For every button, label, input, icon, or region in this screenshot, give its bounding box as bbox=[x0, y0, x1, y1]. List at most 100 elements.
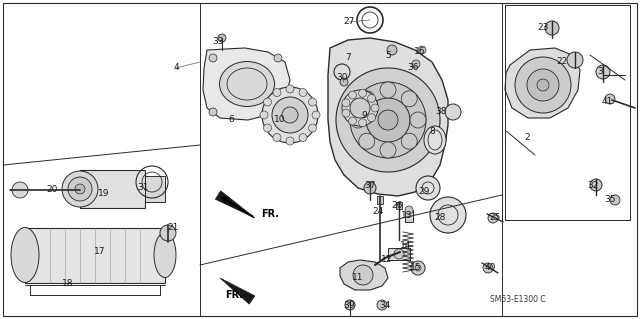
Circle shape bbox=[308, 124, 317, 132]
Polygon shape bbox=[203, 48, 290, 120]
Circle shape bbox=[209, 54, 217, 62]
Text: 14: 14 bbox=[400, 241, 412, 249]
Circle shape bbox=[418, 46, 426, 54]
Circle shape bbox=[273, 134, 281, 142]
Circle shape bbox=[416, 176, 440, 200]
Text: 22: 22 bbox=[556, 57, 568, 66]
Circle shape bbox=[367, 114, 376, 122]
Circle shape bbox=[377, 300, 387, 310]
Circle shape bbox=[299, 134, 307, 142]
Text: 6: 6 bbox=[228, 115, 234, 124]
Circle shape bbox=[366, 98, 410, 142]
Circle shape bbox=[299, 88, 307, 96]
Circle shape bbox=[282, 107, 298, 123]
Circle shape bbox=[68, 177, 92, 201]
Circle shape bbox=[430, 197, 466, 233]
Text: FR.: FR. bbox=[261, 209, 279, 219]
Circle shape bbox=[350, 82, 426, 158]
Polygon shape bbox=[220, 278, 255, 304]
Text: 10: 10 bbox=[275, 115, 285, 124]
Circle shape bbox=[567, 52, 583, 68]
Text: 17: 17 bbox=[94, 248, 106, 256]
Circle shape bbox=[353, 265, 373, 285]
Text: 36: 36 bbox=[407, 63, 419, 72]
Text: 9: 9 bbox=[361, 110, 367, 120]
Circle shape bbox=[260, 111, 268, 119]
Circle shape bbox=[264, 124, 271, 132]
Circle shape bbox=[590, 179, 602, 191]
Bar bbox=[396, 202, 402, 209]
Bar bbox=[405, 210, 413, 222]
Text: 19: 19 bbox=[99, 189, 109, 197]
Circle shape bbox=[264, 98, 271, 106]
Circle shape bbox=[358, 89, 367, 97]
Text: 23: 23 bbox=[538, 24, 548, 33]
Circle shape bbox=[342, 90, 378, 126]
Circle shape bbox=[410, 112, 426, 128]
Text: 33: 33 bbox=[212, 38, 224, 47]
Text: 11: 11 bbox=[352, 273, 364, 283]
Circle shape bbox=[273, 88, 281, 96]
Circle shape bbox=[371, 104, 379, 112]
Circle shape bbox=[209, 108, 217, 116]
Text: 3: 3 bbox=[597, 68, 603, 77]
Circle shape bbox=[62, 171, 98, 207]
Circle shape bbox=[596, 65, 610, 79]
Circle shape bbox=[349, 91, 356, 99]
Circle shape bbox=[411, 261, 425, 275]
Text: 40: 40 bbox=[484, 263, 496, 272]
Circle shape bbox=[359, 133, 375, 149]
Bar bbox=[80, 170, 145, 208]
Text: 15: 15 bbox=[410, 263, 422, 271]
Polygon shape bbox=[505, 48, 580, 118]
Text: 28: 28 bbox=[435, 213, 445, 222]
Circle shape bbox=[515, 57, 571, 113]
Circle shape bbox=[218, 34, 226, 42]
Text: 16: 16 bbox=[414, 48, 426, 56]
Circle shape bbox=[160, 225, 176, 241]
Circle shape bbox=[286, 85, 294, 93]
Circle shape bbox=[274, 54, 282, 62]
Circle shape bbox=[401, 91, 417, 107]
Circle shape bbox=[394, 249, 404, 259]
Polygon shape bbox=[328, 38, 448, 196]
Circle shape bbox=[308, 98, 317, 106]
Circle shape bbox=[610, 195, 620, 205]
Text: 25: 25 bbox=[490, 213, 500, 222]
Text: 30: 30 bbox=[336, 73, 348, 83]
Ellipse shape bbox=[424, 126, 446, 154]
Text: 4: 4 bbox=[173, 63, 179, 72]
Text: 2: 2 bbox=[524, 133, 530, 143]
Text: 21: 21 bbox=[167, 224, 179, 233]
Text: 38: 38 bbox=[435, 108, 447, 116]
Polygon shape bbox=[340, 260, 388, 290]
Text: 37: 37 bbox=[364, 181, 376, 189]
Ellipse shape bbox=[220, 62, 275, 107]
Circle shape bbox=[488, 213, 498, 223]
Circle shape bbox=[401, 133, 417, 149]
Circle shape bbox=[527, 69, 559, 101]
Circle shape bbox=[605, 94, 615, 104]
Text: 39: 39 bbox=[343, 300, 355, 309]
Circle shape bbox=[537, 79, 549, 91]
Ellipse shape bbox=[154, 233, 176, 278]
Text: 41: 41 bbox=[602, 98, 612, 107]
Text: FR.: FR. bbox=[225, 290, 243, 300]
Bar bbox=[388, 248, 410, 260]
Circle shape bbox=[483, 263, 493, 273]
Text: 18: 18 bbox=[62, 279, 74, 288]
Circle shape bbox=[350, 98, 370, 118]
Text: SM53-E1300 C: SM53-E1300 C bbox=[490, 295, 546, 304]
Circle shape bbox=[274, 108, 282, 116]
Text: 29: 29 bbox=[419, 188, 429, 197]
Circle shape bbox=[545, 21, 559, 35]
Circle shape bbox=[349, 117, 356, 125]
Circle shape bbox=[378, 110, 398, 130]
Text: 7: 7 bbox=[345, 54, 351, 63]
Bar bbox=[145, 176, 165, 202]
Circle shape bbox=[367, 94, 376, 102]
Circle shape bbox=[445, 104, 461, 120]
Circle shape bbox=[336, 68, 440, 172]
Circle shape bbox=[380, 82, 396, 98]
Circle shape bbox=[359, 91, 375, 107]
